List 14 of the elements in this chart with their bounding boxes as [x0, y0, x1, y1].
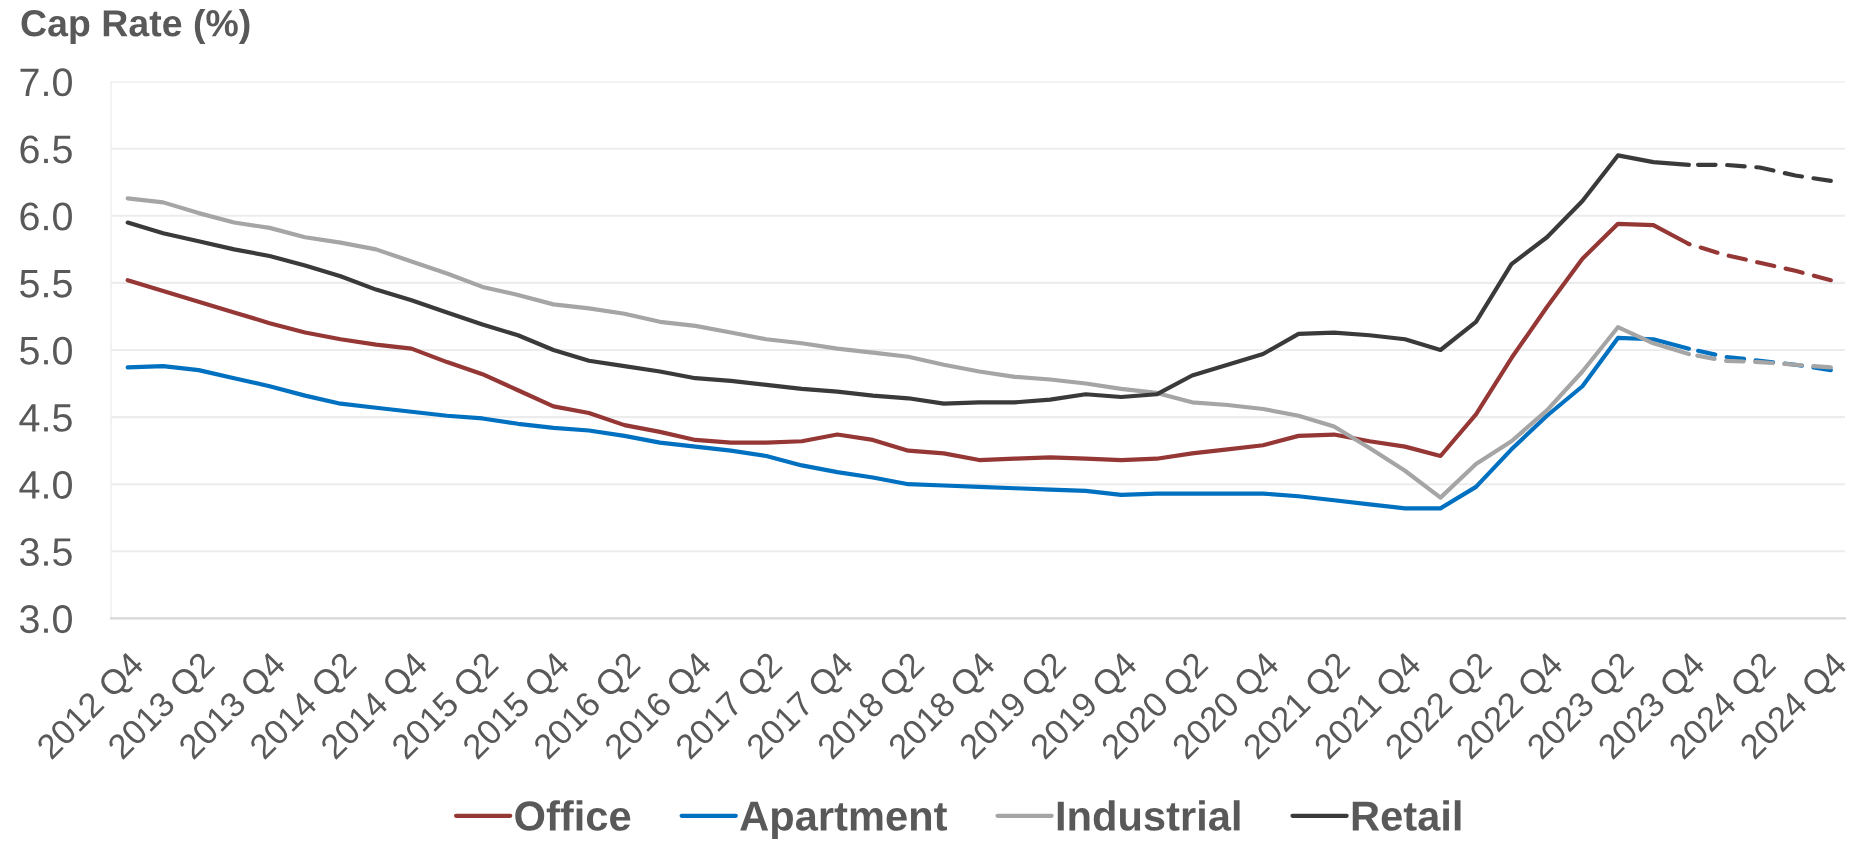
y-tick-label: 4.5 [19, 404, 72, 432]
y-tick-label: 5.0 [20, 336, 72, 365]
y-tick-label: 6.5 [20, 135, 72, 164]
y-axis-title: Cap Rate (%) [21, 9, 250, 44]
y-tick-label: 3.0 [19, 605, 72, 634]
legend-label: Retail [1352, 800, 1461, 831]
y-tick-label: 6.0 [20, 202, 72, 231]
legend-label: Apartment [740, 801, 947, 840]
legend-label: Office [515, 800, 631, 831]
y-tick-label: 4.0 [19, 470, 72, 499]
y-tick-label: 5.5 [20, 270, 72, 298]
y-tick-label: 3.5 [19, 538, 72, 567]
y-tick-label: 7.0 [20, 68, 72, 97]
legend-label: Industrial [1057, 800, 1240, 831]
